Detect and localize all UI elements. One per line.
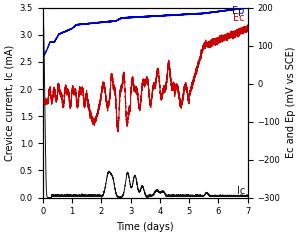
Text: Ic: Ic	[236, 186, 245, 196]
Y-axis label: Ec and Ep (mV vs SCE): Ec and Ep (mV vs SCE)	[286, 47, 296, 158]
Text: Ec: Ec	[233, 13, 245, 23]
X-axis label: Time (days): Time (days)	[116, 222, 174, 232]
Text: Ep: Ep	[232, 6, 245, 16]
Y-axis label: Crevice current, Ic (mA): Crevice current, Ic (mA)	[4, 45, 14, 161]
